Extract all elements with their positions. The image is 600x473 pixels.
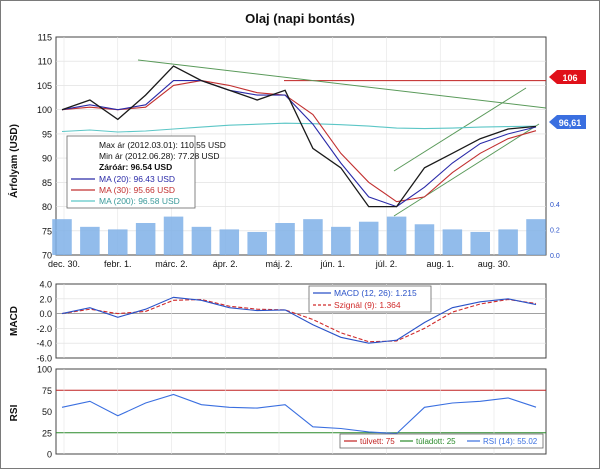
trendline-down [137,59,547,109]
volume-bar [498,229,518,255]
volume-bar [526,219,546,255]
macd-panel [55,283,547,359]
volume-bar [108,229,128,255]
close-price-line [61,65,537,208]
volume-bars [52,216,546,255]
badge-106-label: 106 [562,73,577,83]
price-tick-label: 80 [42,202,52,212]
trend-lines [137,59,547,217]
volume-bar [163,216,184,255]
rsi-series [61,393,537,435]
signal-legend-label: Szignál (9): 1.364 [334,300,401,310]
x-tick-label: ápr. 2. [213,259,238,269]
rsi-legend-label: RSI (14): 55.02 [483,437,538,446]
ma200-line [61,122,537,133]
price-tick-label: 90 [42,154,52,164]
price-tick-label: 110 [38,57,52,67]
chart-title: Olaj (napi bontás) [245,11,355,26]
badge-close: 96,61 [549,115,586,129]
volume-bar [191,226,212,255]
volume-bar [442,229,463,255]
badge-close-label: 96,61 [559,118,582,128]
axis-ticks: 115 110 105 100 95 90 85 80 75 70 0.4 0.2 0.0 4.0 2.0 0… [36,33,559,460]
price-tick-label: 95 [42,129,52,139]
trendline-up-lower [393,123,540,217]
macd-line [61,296,537,344]
x-tick-label: jún. 1. [319,259,345,269]
x-tick-label: márc. 2. [155,259,188,269]
volume-bar [358,221,379,255]
volume-bar [247,231,267,255]
price-tick-label: 100 [37,105,52,115]
x-tick-label: aug. 30. [478,259,511,269]
x-tick-label: júl. 2. [375,259,398,269]
legend-ma20: MA (20): 96.43 USD [99,174,175,184]
rsi-tick-label: 25 [42,428,52,438]
macd-legend: MACD (12, 26): 1.215 Szignál (9): 1.364 [308,285,432,313]
rsi-legend: túlvett: 75 túladott: 25 RSI (14): 55.02 [339,433,544,449]
oversold-legend-label: túladott: 25 [416,437,456,446]
volume-bar [80,226,100,255]
macd-tick-label: 0.0 [39,309,52,319]
macd-legend-frame [308,285,432,313]
price-tick-label: 70 [42,251,52,261]
macd-series [61,296,537,344]
volume-bar [135,223,156,255]
price-tick-label: 115 [38,33,52,43]
rsi-ylabel: RSI [9,404,20,421]
stat-max: Max ár (2012.03.01): 110.55 USD [99,140,226,150]
badge-106: 106 [549,70,586,84]
legend-ma30: MA (30): 95.66 USD [99,185,175,195]
rsi-tick-label: 100 [37,365,52,375]
x-tick-label: aug. 1. [426,259,454,269]
x-tick-label: máj. 2. [265,259,292,269]
macd-tick-label: -6.0 [36,354,52,364]
x-tick-label: febr. 1. [104,259,132,269]
volume-bar [275,223,295,255]
rsi-tick-label: 50 [42,407,52,417]
macd-tick-label: 2.0 [39,294,52,304]
macd-legend-label: MACD (12, 26): 1.215 [334,288,417,298]
volume-bar [386,216,407,255]
rsi-legend-frame [339,433,544,449]
volume-bar [52,219,72,255]
macd-tick-label: -4.0 [36,339,52,349]
macd-tick-label: 4.0 [39,280,52,290]
ma30-line [61,80,537,203]
volume-bar [219,229,240,255]
price-series [61,65,537,208]
stat-close: Záróár: 96.54 USD [99,162,172,172]
volume-bar [331,226,351,255]
stats-box: Max ár (2012.03.01): 110.55 USD Min ár (… [66,135,226,209]
badge-close-shape [549,115,586,129]
price-tick-label: 105 [37,81,52,91]
volume-bar [414,224,435,255]
macd-ylabel: MACD [9,306,20,336]
price-tick-label: 75 [42,226,52,236]
price-tick-label: 85 [42,178,52,188]
price-ylabel: Árfolyam (USD) [7,124,20,198]
signal-line [61,298,537,343]
rsi-tick-label: 75 [42,386,52,396]
legend-ma200: MA (200): 96.58 USD [99,196,180,206]
rsi-tick-label: 0 [47,450,52,460]
stat-min: Min ár (2012.06.28): 77.28 USD [99,151,219,161]
x-tick-label: dec. 30. [48,259,80,269]
volume-bar [303,219,323,255]
overbought-legend-label: túlvett: 75 [360,437,395,446]
volume-tick-label: 0.4 [550,202,560,209]
rsi-line [61,393,537,435]
stats-box-frame [66,135,196,209]
volume-tick-label: 0.2 [550,227,560,234]
volume-tick-label: 0.0 [550,253,560,260]
ma20-line [61,80,537,208]
volume-bar [470,231,490,255]
trendline-up-upper [393,87,527,172]
macd-tick-label: -2.0 [36,324,52,334]
badge-106-shape [549,70,586,84]
